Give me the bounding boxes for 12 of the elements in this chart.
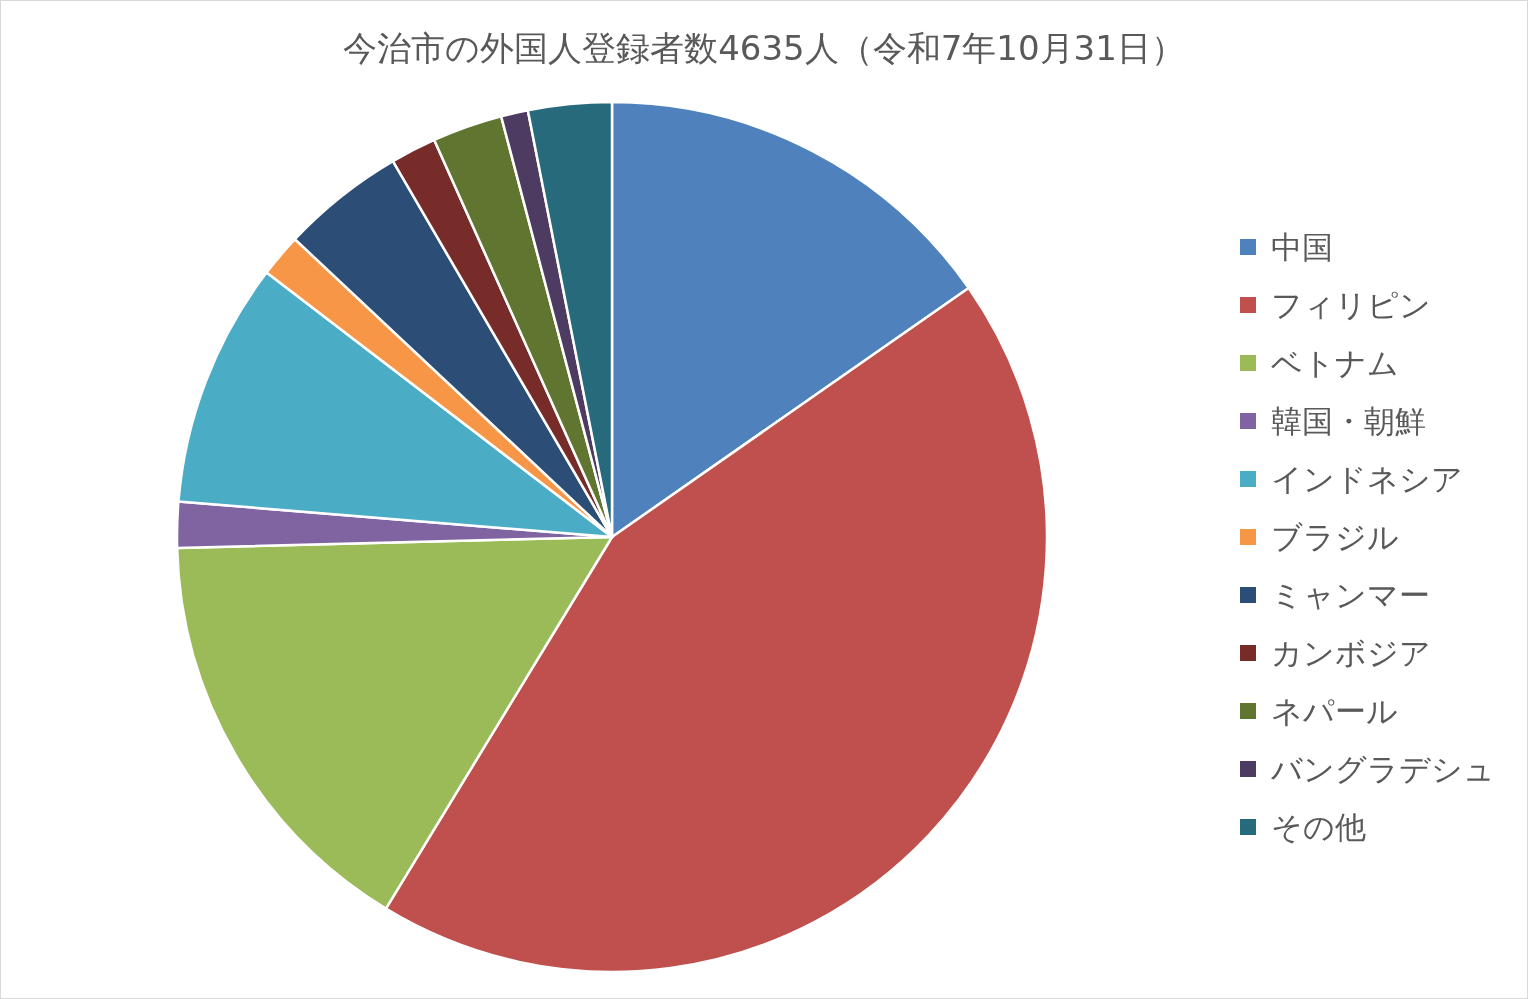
legend-label: インドネシア (1271, 461, 1463, 497)
legend-label: ブラジル (1271, 519, 1399, 555)
legend-label: ベトナム (1271, 345, 1399, 381)
legend-label: その他 (1271, 809, 1366, 845)
legend-label: ミャンマー (1271, 577, 1430, 613)
legend-label: ネパール (1271, 693, 1398, 729)
legend-label: カンボジア (1271, 635, 1431, 671)
legend-label: フィリピン (1271, 287, 1431, 323)
legend-label: 中国 (1271, 229, 1333, 265)
chart-title: 今治市の外国人登録者数4635人（令和7年10月31日） (343, 28, 1185, 68)
legend-label: 韓国・朝鮮 (1271, 403, 1426, 439)
legend-label: バングラデシュ (1270, 751, 1495, 787)
